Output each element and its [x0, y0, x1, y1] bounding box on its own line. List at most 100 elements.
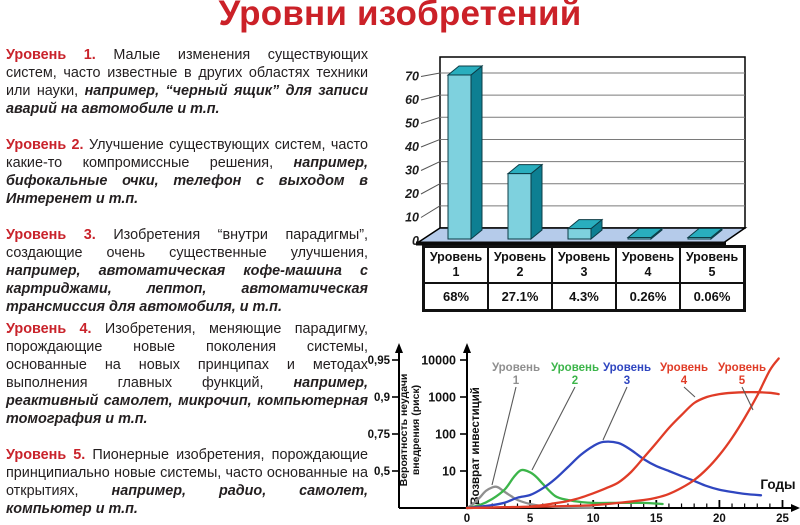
risk-tick-label: 0,9	[374, 392, 390, 404]
header-word: Уровень	[493, 250, 547, 264]
table-header-cell: Уровень 3	[551, 245, 617, 284]
x-tick-label: 25	[776, 513, 789, 525]
x-tick-label: 10	[587, 513, 600, 525]
level-3-description: Изобретения “внутри парадигмы”, создающи…	[6, 227, 368, 261]
table-value-cell: 0.26%	[615, 282, 681, 312]
table-header-cell: Уровень 4	[615, 245, 681, 284]
table-value-cell: 4.3%	[551, 282, 617, 312]
legend-label: Уровень	[492, 362, 540, 374]
table-header-cell: Уровень 5	[679, 245, 746, 284]
axis-tick	[420, 116, 441, 124]
legend-label: Уровень	[551, 362, 599, 374]
legend-number: 1	[513, 375, 520, 387]
roi-tick-label: 10	[442, 465, 456, 479]
header-word: Уровень	[621, 250, 675, 264]
header-number: 5	[708, 265, 716, 279]
level-2-description: Улучшение существующих систем, часто как…	[6, 137, 368, 171]
bar-level-3	[566, 218, 604, 241]
chart-wall	[439, 56, 746, 229]
line-chart-canvas: 0,950,90,750,510000100010010Вероятность …	[368, 343, 800, 525]
x-tick-label: 5	[527, 513, 534, 525]
axis-tick	[420, 94, 441, 101]
level-1-description: Малые изменения существующих систем, час…	[6, 47, 369, 99]
level-5-paragraph: Уровень 5. Пионерные изобретения, порожд…	[6, 446, 368, 518]
curve-level-3	[465, 440, 763, 510]
table-value-row: 68% 27.1% 4.3% 0.26% 0.06%	[422, 282, 746, 312]
header-word: Уровень	[685, 250, 739, 264]
y-axis-tick-label: 30	[405, 164, 419, 178]
level-4-label: Уровень 4.	[6, 321, 92, 337]
bar-level-4	[626, 227, 664, 241]
legend-leader-line	[531, 386, 576, 471]
roi-tick-label: 100	[435, 428, 456, 442]
bar-level-1	[446, 64, 484, 241]
roi-tick-label: 10000	[421, 354, 456, 368]
level-4-paragraph: Уровень 4. Изобретения, меняющие парадиг…	[6, 320, 368, 428]
level-3-paragraph: Уровень 3. Изобретения “внутри парадигмы…	[6, 226, 368, 316]
header-word: Уровень	[557, 250, 611, 264]
legend-leader-line	[683, 386, 696, 398]
level-5-description: Пионерные изобретения, порождающие принц…	[6, 447, 368, 499]
table-value-cell: 27.1%	[487, 282, 553, 312]
levels-table-wrap: Уровень 1 Уровень 2 Уровень 3 Уровень 4 Уров…	[422, 245, 746, 312]
table-value-cell: 68%	[422, 282, 489, 312]
y-axis-tick-label: 0	[412, 234, 419, 247]
header-word: Уровень	[429, 250, 483, 264]
level-1-label: Уровень 1.	[6, 47, 96, 63]
roi-risk-line-chart: 0,950,90,750,510000100010010Вероятность …	[368, 343, 800, 525]
roi-axis-arrow	[463, 343, 471, 353]
header-number: 4	[644, 265, 652, 279]
axis-tick	[420, 72, 441, 77]
header-number: 1	[452, 265, 460, 279]
header-number: 2	[516, 265, 524, 279]
curve-level-2	[465, 468, 664, 510]
legend-number: 5	[739, 375, 746, 387]
legend-number: 2	[572, 375, 578, 387]
table-header-row: Уровень 1 Уровень 2 Уровень 3 Уровень 4 Уров…	[422, 245, 746, 284]
legend-leader-line	[741, 386, 754, 411]
legend-leader-line	[602, 386, 628, 441]
curve-level-4	[465, 390, 780, 510]
level-5-example: например, радио, самолет, компьютер и т.…	[6, 483, 368, 517]
level-4-example: например, реактивный самолет, микрочип, …	[6, 375, 368, 427]
x-tick-label: 20	[713, 513, 726, 525]
x-axis-title: Годы	[760, 477, 795, 492]
legend-number: 4	[681, 375, 688, 387]
levels-text-column: Уровень 1. Малые изменения существующих …	[6, 0, 368, 525]
y-axis-tick-label: 10	[405, 211, 419, 225]
legend-label: Уровень	[718, 362, 766, 374]
level-2-paragraph: Уровень 2. Улучшение существующих систем…	[6, 136, 368, 208]
roi-tick-label: 1000	[428, 391, 456, 405]
y-axis-tick-label: 60	[405, 93, 419, 107]
levels-bar-chart: 0 10 20 30 40 50 60 70	[404, 56, 748, 247]
legend-label: Уровень	[603, 362, 651, 374]
y-axis-tick-label: 70	[405, 70, 419, 84]
levels-table: Уровень 1 Уровень 2 Уровень 3 Уровень 4 Уров…	[422, 245, 746, 312]
level-2-label: Уровень 2.	[6, 137, 84, 153]
x-tick-label: 0	[464, 513, 470, 525]
level-3-label: Уровень 3.	[6, 227, 96, 243]
axis-tick	[420, 205, 441, 218]
bar-chart-canvas: 0 10 20 30 40 50 60 70	[404, 56, 748, 247]
table-value-cell: 0.06%	[679, 282, 746, 312]
header-number: 3	[580, 265, 588, 279]
level-1-example: например, “черный ящик” для записи авари…	[6, 83, 368, 117]
legend-number: 3	[624, 375, 630, 387]
risk-tick-label: 0,75	[368, 429, 391, 441]
legend-label: Уровень	[660, 362, 708, 374]
level-3-example: например, автоматическая кофе-машина с к…	[6, 263, 368, 315]
table-header-cell: Уровень 2	[487, 245, 553, 284]
risk-axis-title: Вероятность неудачивнедрения (риск)	[398, 374, 422, 487]
level-4-description: Изобретения, меняющие парадигму, порожда…	[6, 321, 368, 391]
table-header-cell: Уровень 1	[422, 245, 489, 284]
legend-leader-line	[491, 386, 517, 486]
x-axis-arrow	[791, 504, 800, 512]
bar-level-5	[686, 227, 724, 241]
axis-tick	[420, 138, 441, 148]
y-axis-tick-label: 40	[404, 140, 419, 154]
page-title: Уровни изобретений	[218, 0, 582, 33]
level-1-paragraph: Уровень 1. Малые изменения существующих …	[6, 46, 368, 118]
risk-tick-label: 0,95	[368, 355, 391, 367]
level-5-label: Уровень 5.	[6, 447, 86, 463]
